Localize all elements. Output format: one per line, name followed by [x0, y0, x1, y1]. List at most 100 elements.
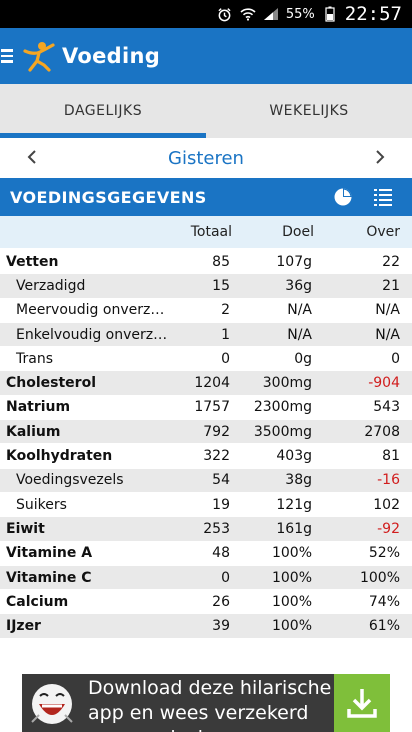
nutrient-name: Eiwit	[6, 520, 45, 537]
nutrient-name: IJzer	[6, 618, 41, 635]
nutrient-name: Natrium	[6, 399, 71, 416]
nutrient-goal: 161g	[276, 520, 312, 537]
signal-icon	[263, 6, 279, 22]
nutrient-table: Vetten 85 107g 22 Verzadigd 15 36g 21 Me…	[0, 250, 412, 639]
nutrient-goal: N/A	[287, 302, 312, 319]
table-row: Kalium 792 3500mg 2708	[0, 420, 412, 445]
wifi-icon	[240, 6, 256, 22]
app-logo-icon	[22, 39, 56, 73]
nutrient-over: 2708	[364, 423, 400, 440]
nutrient-over: 81	[382, 448, 400, 465]
nutrient-over: -92	[377, 520, 400, 537]
nutrient-over: 61%	[368, 618, 400, 635]
nutrient-name: Vitamine C	[6, 569, 92, 586]
nutrient-over: 102	[373, 496, 400, 513]
nutrient-goal: 121g	[276, 496, 312, 513]
nutrient-total: 1757	[194, 399, 230, 416]
app-title: Voeding	[62, 44, 161, 68]
table-row: Trans 0 0g 0	[0, 347, 412, 372]
tab-weekly-label: WEKELIJKS	[269, 103, 349, 119]
battery-percent: 55%	[285, 6, 315, 22]
nutrient-over: 52%	[368, 545, 400, 562]
app-bar: Voeding	[0, 28, 412, 84]
nutrient-goal: 2300mg	[253, 399, 312, 416]
nutrient-over: -904	[368, 375, 400, 392]
nutrient-name: Vitamine A	[6, 545, 93, 562]
nutrient-name: Kalium	[6, 423, 61, 440]
nutrient-total: 26	[212, 593, 230, 610]
date-navigator: Gisteren	[0, 138, 412, 178]
nutrient-name: Koolhydraten	[6, 448, 113, 465]
column-goal: Doel	[282, 224, 314, 240]
nutrient-name: Enkelvoudig onverz…	[16, 326, 168, 343]
nutrient-over: 543	[373, 399, 400, 416]
ad-text: Download deze hilarische app en wees ver…	[88, 677, 332, 732]
nutrient-total: 0	[221, 569, 230, 586]
table-row: Vitamine A 48 100% 52%	[0, 542, 412, 566]
table-row: Vitamine C 0 100% 100%	[0, 565, 412, 591]
tab-daily[interactable]: DAGELIJKS	[0, 84, 206, 138]
ad-banner[interactable]: Download deze hilarische app en wees ver…	[22, 674, 390, 732]
nutrient-over: -16	[377, 472, 400, 489]
tab-weekly[interactable]: WEKELIJKS	[206, 84, 412, 138]
nutrient-goal: 100%	[271, 593, 312, 610]
table-row: Enkelvoudig onverz… 1 N/A N/A	[0, 322, 412, 348]
menu-icon[interactable]	[0, 49, 18, 63]
nutrient-over: N/A	[375, 302, 400, 319]
table-row: Natrium 1757 2300mg 543	[0, 396, 412, 421]
nutrient-total: 48	[212, 545, 230, 562]
nutrient-over: 22	[382, 253, 400, 270]
nutrient-total: 2	[221, 302, 230, 319]
nutrient-name: Suikers	[16, 496, 67, 513]
column-total: Totaal	[190, 224, 232, 240]
tab-daily-label: DAGELIJKS	[63, 103, 143, 119]
nutrient-name: Meervoudig onverz…	[16, 302, 165, 319]
battery-icon	[322, 6, 338, 22]
table-row: Vetten 85 107g 22	[0, 250, 412, 275]
status-bar: 55% 22:57	[0, 0, 412, 28]
nutrient-total: 15	[212, 277, 230, 294]
nutrient-total: 19	[212, 496, 230, 513]
nutrient-name: Cholesterol	[6, 375, 96, 392]
nutrient-name: Verzadigd	[16, 277, 86, 294]
nutrient-total: 54	[212, 472, 230, 489]
nutrition-section-header: VOEDINGSGEGEVENS	[0, 178, 412, 216]
column-over: Over	[366, 224, 400, 240]
nutrient-goal: 107g	[276, 253, 312, 270]
nutrient-goal: 100%	[271, 569, 312, 586]
nutrient-over: 21	[382, 277, 400, 294]
nutrient-total: 1	[221, 326, 230, 343]
list-view-icon[interactable]	[372, 186, 394, 208]
ad-laughing-face-icon	[22, 674, 82, 732]
nutrient-name: Trans	[16, 350, 53, 367]
table-row: Calcium 26 100% 74%	[0, 590, 412, 615]
nutrient-name: Calcium	[6, 593, 69, 610]
download-icon[interactable]	[334, 674, 390, 732]
table-row: Verzadigd 15 36g 21	[0, 274, 412, 299]
nutrient-goal: 100%	[271, 545, 312, 562]
nutrient-name: Voedingsvezels	[16, 472, 124, 489]
table-row: Suikers 19 121g 102	[0, 493, 412, 518]
nutrient-goal: 36g	[285, 277, 312, 294]
nutrient-total: 322	[203, 448, 230, 465]
nutrient-total: 253	[203, 520, 230, 537]
next-day-chevron-icon[interactable]	[370, 146, 390, 171]
nutrient-goal: 38g	[285, 472, 312, 489]
previous-day-chevron-icon[interactable]	[22, 146, 42, 171]
table-row: Eiwit 253 161g -92	[0, 517, 412, 542]
table-row: Voedingsvezels 54 38g -16	[0, 468, 412, 493]
nutrient-over: N/A	[375, 326, 400, 343]
alarm-icon	[217, 6, 233, 22]
table-column-headers: Totaal Doel Over	[0, 216, 412, 248]
table-row: Meervoudig onverz… 2 N/A N/A	[0, 299, 412, 323]
nutrient-goal: N/A	[287, 326, 312, 343]
nutrient-total: 1204	[194, 375, 230, 392]
nutrient-total: 39	[212, 618, 230, 635]
pie-chart-icon[interactable]	[332, 186, 354, 208]
current-date-label: Gisteren	[168, 147, 244, 169]
nutrient-name: Vetten	[6, 253, 59, 270]
nutrient-over: 0	[391, 350, 400, 367]
nutrient-goal: 100%	[271, 618, 312, 635]
nutrient-goal: 403g	[276, 448, 312, 465]
nutrient-over: 100%	[359, 569, 400, 586]
